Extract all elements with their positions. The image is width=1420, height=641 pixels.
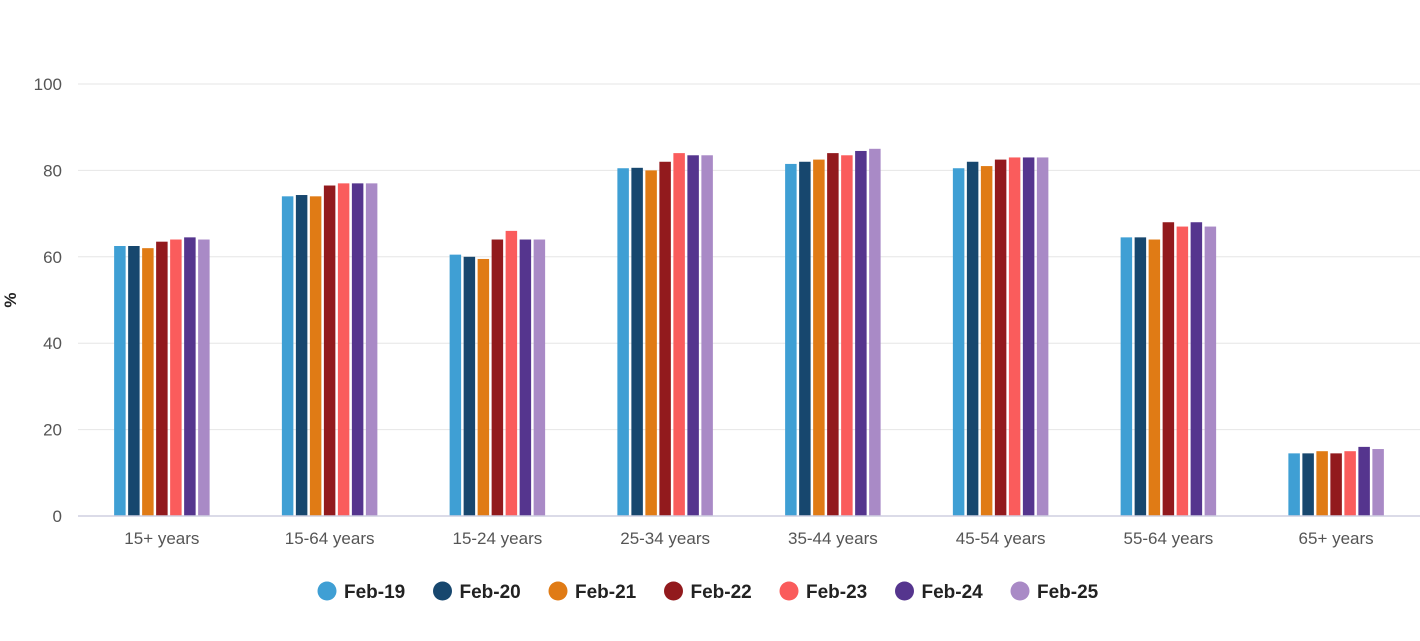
x-category-label: 55-64 years [1123,529,1213,548]
y-axis-title: % [1,292,20,307]
bar[interactable] [855,150,867,516]
bar[interactable] [1372,449,1384,516]
legend-label: Feb-19 [344,582,405,603]
bar[interactable] [519,239,532,516]
bar[interactable] [1344,451,1356,516]
bar[interactable] [631,167,643,517]
bar[interactable] [1162,222,1175,517]
x-category-label: 15-24 years [452,529,542,548]
bar[interactable] [184,237,196,517]
legend-label: Feb-21 [575,582,637,603]
y-axis-ticks: 0 20 40 60 80 100 [34,75,62,526]
legend-marker-icon [779,581,799,601]
legend-marker-icon [895,581,914,601]
legend-label: Feb-25 [1037,582,1099,603]
bar[interactable] [701,155,713,516]
bar[interactable] [1134,237,1147,517]
bar[interactable] [463,256,476,516]
bar[interactable] [198,239,210,516]
bar[interactable] [617,168,629,517]
bar[interactable] [673,153,685,516]
bar[interactable] [156,241,168,516]
bar[interactable] [309,196,322,516]
bar[interactable] [281,196,294,516]
bar[interactable] [1148,239,1161,516]
legend-item[interactable]: Feb-19 [317,581,406,604]
y-tick-label: 0 [53,507,62,526]
legend-label: Feb-24 [922,582,984,603]
bar[interactable] [1358,446,1370,516]
legend-label: Feb-23 [806,582,867,603]
bar[interactable] [337,183,350,517]
bar[interactable] [170,239,182,516]
bar[interactable] [659,161,671,516]
legend-marker-icon [1010,581,1030,601]
x-category-label: 15-64 years [285,529,375,548]
bar[interactable] [491,239,504,516]
bar[interactable] [323,185,336,516]
bar[interactable] [813,159,825,516]
bar[interactable] [645,170,657,516]
legend-item[interactable]: Feb-21 [548,581,637,604]
bar[interactable] [1330,453,1342,516]
bar[interactable] [365,183,378,517]
legend-marker-icon [664,581,683,601]
bar[interactable] [1204,226,1217,516]
bars [114,148,1384,517]
bar[interactable] [142,248,154,516]
legend-item[interactable]: Feb-24 [895,581,984,604]
bar[interactable] [505,230,518,516]
legend-label: Feb-20 [460,582,521,603]
bar[interactable] [477,258,490,516]
bar[interactable] [1120,237,1133,517]
x-category-label: 15+ years [124,529,199,548]
bar[interactable] [1008,157,1021,516]
bar[interactable] [1190,222,1203,517]
bar[interactable] [799,161,811,516]
y-tick-label: 60 [43,248,62,267]
legend-item[interactable]: Feb-23 [779,581,868,604]
bar[interactable] [952,168,965,517]
bar[interactable] [966,161,979,516]
legend-marker-icon [317,581,337,601]
bar[interactable] [351,183,364,517]
bar[interactable] [994,159,1007,516]
legend-item[interactable]: Feb-20 [433,581,521,604]
legend-item[interactable]: Feb-22 [664,581,752,604]
x-axis-categories: 15+ years 15-64 years 15-24 years 25-34 yea… [124,529,1373,548]
grid-layer [78,83,1420,431]
x-category-label: 35-44 years [788,529,878,548]
legend-marker-icon [433,581,452,601]
bar[interactable] [114,246,126,516]
legend-marker-icon [548,581,568,601]
bar[interactable] [1302,453,1314,516]
y-tick-label: 100 [34,75,62,94]
bar[interactable] [687,155,699,516]
bar[interactable] [1036,157,1049,516]
bar[interactable] [827,153,839,516]
bar[interactable] [980,166,993,516]
bar[interactable] [1288,453,1300,516]
bar[interactable] [128,246,140,516]
x-category-label: 25-34 years [620,529,710,548]
bar[interactable] [449,254,462,516]
bar[interactable] [295,195,308,517]
legend: Feb-19 Feb-20 Feb-21 Feb-22 Feb-23 Feb-24 Feb-… [317,581,1099,604]
y-tick-label: 80 [43,161,62,180]
bar[interactable] [1176,226,1189,516]
legend-label: Feb-22 [691,582,752,603]
bar[interactable] [841,155,853,516]
x-category-label: 65+ years [1299,529,1374,548]
x-category-label: 45-54 years [956,529,1046,548]
legend-item[interactable]: Feb-25 [1010,581,1099,604]
bar[interactable] [869,148,881,517]
bar[interactable] [533,239,546,516]
bar[interactable] [785,163,797,517]
bar[interactable] [1022,157,1035,516]
y-tick-label: 40 [43,334,62,353]
bar[interactable] [1316,451,1328,516]
y-tick-label: 20 [43,421,62,440]
